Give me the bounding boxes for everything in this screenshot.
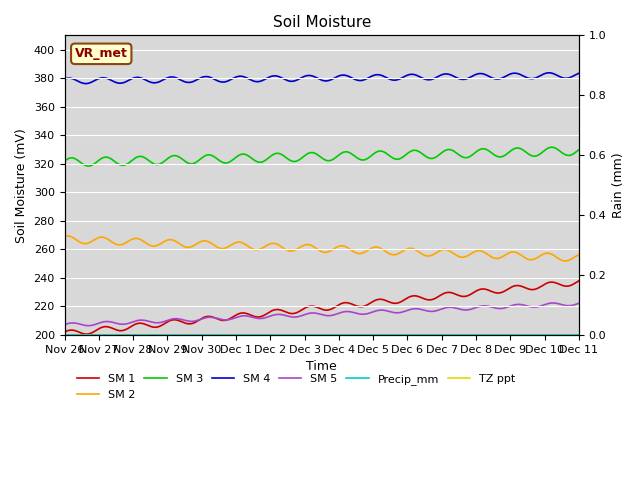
TZ ppt <box>221 332 228 338</box>
SM 1 <box>349 302 357 308</box>
SM 2 <box>278 245 286 251</box>
Line: SM 1: SM 1 <box>65 281 579 334</box>
SM 5 <box>278 312 286 318</box>
SM 3 <box>440 148 447 154</box>
Text: VR_met: VR_met <box>75 48 128 60</box>
SM 4 <box>61 76 68 82</box>
SM 5 <box>61 322 68 327</box>
Precip_mm <box>373 332 381 338</box>
SM 2 <box>440 247 447 252</box>
SM 5 <box>440 305 447 311</box>
SM 4 <box>222 79 230 84</box>
SM 4 <box>440 72 447 77</box>
TZ ppt <box>373 332 381 338</box>
SM 3 <box>529 153 536 159</box>
Precip_mm <box>221 332 228 338</box>
Title: Soil Moisture: Soil Moisture <box>273 15 371 30</box>
TZ ppt <box>439 332 447 338</box>
SM 3 <box>374 148 382 154</box>
Precip_mm <box>349 332 356 338</box>
SM 2 <box>61 233 68 239</box>
SM 4 <box>349 76 357 82</box>
SM 1 <box>575 278 583 284</box>
SM 1 <box>61 329 68 335</box>
SM 3 <box>548 144 556 150</box>
SM 2 <box>349 249 357 254</box>
SM 1 <box>440 291 447 297</box>
SM 3 <box>575 147 583 153</box>
Precip_mm <box>61 332 68 338</box>
TZ ppt <box>528 332 536 338</box>
Precip_mm <box>439 332 447 338</box>
SM 5 <box>374 308 382 313</box>
SM 4 <box>529 76 536 82</box>
X-axis label: Time: Time <box>307 360 337 373</box>
Line: SM 3: SM 3 <box>65 147 579 166</box>
Precip_mm <box>528 332 536 338</box>
Line: SM 2: SM 2 <box>65 236 579 261</box>
Line: SM 5: SM 5 <box>65 303 579 325</box>
SM 5 <box>529 304 536 310</box>
SM 2 <box>64 233 72 239</box>
Precip_mm <box>575 332 583 338</box>
SM 3 <box>84 163 92 169</box>
SM 5 <box>84 323 92 328</box>
SM 5 <box>349 310 357 315</box>
TZ ppt <box>575 332 583 338</box>
Legend: SM 1, SM 2, SM 3, SM 4, SM 5, Precip_mm, TZ ppt: SM 1, SM 2, SM 3, SM 4, SM 5, Precip_mm,… <box>72 370 520 404</box>
SM 3 <box>61 158 68 164</box>
SM 5 <box>575 300 583 306</box>
SM 3 <box>278 152 286 158</box>
SM 1 <box>82 331 90 337</box>
SM 1 <box>529 287 536 292</box>
SM 1 <box>278 308 286 313</box>
SM 3 <box>222 160 230 166</box>
SM 2 <box>222 245 230 251</box>
SM 2 <box>575 252 583 258</box>
SM 1 <box>374 297 382 302</box>
SM 5 <box>549 300 557 306</box>
Line: SM 4: SM 4 <box>65 73 579 84</box>
SM 1 <box>222 317 230 323</box>
SM 3 <box>349 152 357 158</box>
SM 2 <box>529 257 536 263</box>
Y-axis label: Soil Moisture (mV): Soil Moisture (mV) <box>15 128 28 242</box>
SM 4 <box>278 75 286 81</box>
SM 4 <box>575 71 583 76</box>
SM 5 <box>222 317 230 323</box>
TZ ppt <box>61 332 68 338</box>
TZ ppt <box>278 332 285 338</box>
SM 4 <box>374 72 382 78</box>
Y-axis label: Rain (mm): Rain (mm) <box>612 152 625 218</box>
SM 4 <box>545 70 553 76</box>
Precip_mm <box>278 332 285 338</box>
SM 2 <box>561 258 569 264</box>
TZ ppt <box>349 332 356 338</box>
SM 4 <box>82 81 90 86</box>
SM 2 <box>374 244 382 250</box>
